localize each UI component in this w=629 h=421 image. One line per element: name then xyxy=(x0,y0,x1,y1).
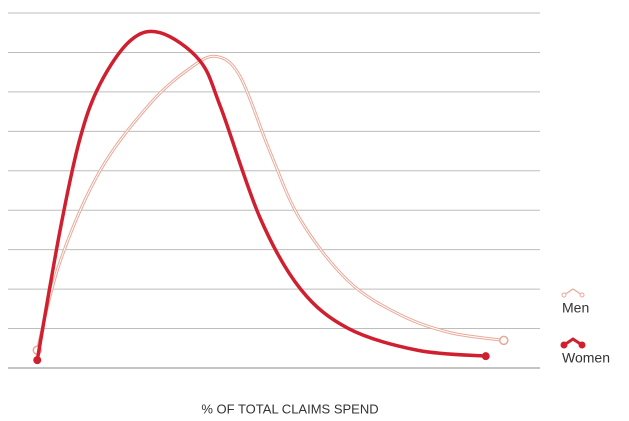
end-marker xyxy=(481,352,490,361)
end-marker xyxy=(33,356,42,365)
legend-dot xyxy=(560,341,568,349)
legend-label: Men xyxy=(562,300,589,316)
x-axis-label: % OF TOTAL CLAIMS SPEND xyxy=(201,401,378,416)
legend-icon xyxy=(563,288,583,296)
end-marker xyxy=(499,335,509,346)
legend-dot xyxy=(561,292,567,298)
legend-icon xyxy=(563,337,583,347)
legend-dot xyxy=(579,292,585,298)
line-inner xyxy=(36,55,504,351)
legend-dot xyxy=(578,341,586,349)
line xyxy=(35,29,488,362)
legend-label: Women xyxy=(562,350,610,366)
line xyxy=(35,54,506,352)
